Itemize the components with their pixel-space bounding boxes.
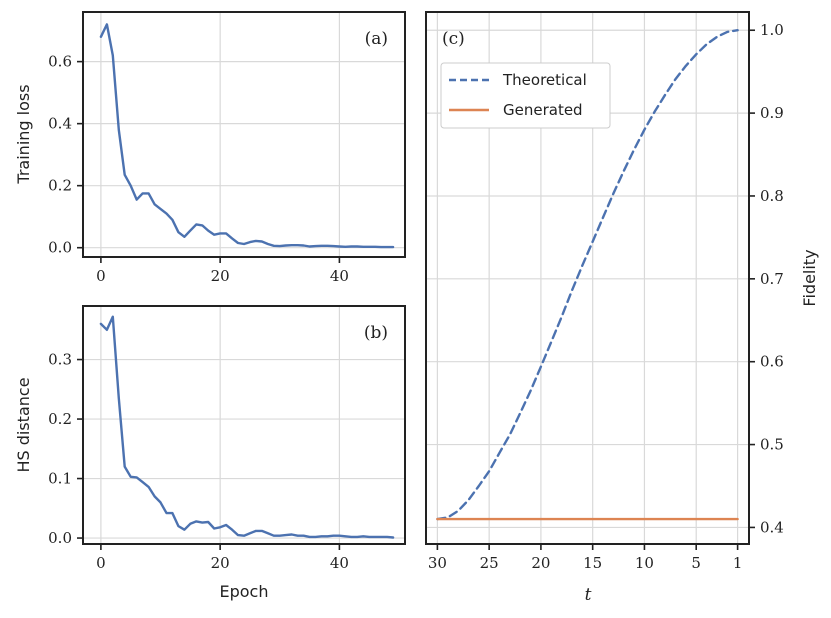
x-tick-label: 30 xyxy=(428,554,447,572)
panel-b-frame xyxy=(82,305,406,545)
x-tick-label: 25 xyxy=(480,554,499,572)
y-tick-label: 0.9 xyxy=(760,104,784,122)
panel-b: 0 20 40 0.0 0.1 0.2 0.3 (b) HS distance Epoch xyxy=(14,305,406,601)
panel-c-ticks: 30 25 20 15 10 5 1 0.4 0.5 0.6 0.7 0.8 0.9 1.0 xyxy=(428,21,784,572)
series-line-panel-a xyxy=(99,23,395,249)
y-tick-label: 0.2 xyxy=(48,410,72,428)
panel-a-ticks: 0 20 40 0.0 0.2 0.4 0.6 xyxy=(48,53,349,285)
panel-c-xlabel: t xyxy=(585,585,592,605)
x-tick-label: 40 xyxy=(330,267,349,285)
y-tick-label: 0.6 xyxy=(760,353,784,371)
legend-label-theoretical: Theoretical xyxy=(502,71,587,89)
panel-b-lines xyxy=(99,315,395,539)
panel-c-frame xyxy=(425,11,750,545)
y-tick-label: 1.0 xyxy=(760,21,784,39)
panel-c-tag: (c) xyxy=(442,29,465,49)
y-tick-label: 0.1 xyxy=(48,470,72,488)
x-tick-label: 10 xyxy=(635,554,654,572)
panel-b-xlabel: Epoch xyxy=(220,582,269,601)
y-tick-label: 0.6 xyxy=(48,53,72,71)
panel-b-ylabel: HS distance xyxy=(14,377,33,472)
legend: Theoretical Generated xyxy=(440,62,611,129)
panel-a-lines xyxy=(99,23,395,249)
x-tick-label: 20 xyxy=(211,267,230,285)
panel-c-ylabel: Fidelity xyxy=(800,249,819,306)
x-tick-label: 0 xyxy=(96,267,106,285)
y-tick-label: 0.4 xyxy=(760,518,784,536)
y-tick-label: 0.0 xyxy=(48,529,72,547)
panel-b-grid xyxy=(83,306,405,544)
y-tick-label: 0.4 xyxy=(48,115,72,133)
x-tick-label: 1 xyxy=(733,554,743,572)
y-tick-label: 0.5 xyxy=(760,436,784,454)
series-line-panel-b xyxy=(99,315,395,539)
panel-c-lines xyxy=(436,29,739,521)
panel-a: 0 20 40 0.0 0.2 0.4 0.6 (a) Training loss xyxy=(14,11,406,285)
panel-b-tag: (b) xyxy=(364,323,388,343)
panel-a-frame xyxy=(82,11,406,258)
legend-label-generated: Generated xyxy=(503,101,583,119)
x-tick-label: 20 xyxy=(211,554,230,572)
y-tick-label: 0.7 xyxy=(760,270,784,288)
panel-a-tag: (a) xyxy=(365,29,388,49)
y-tick-label: 0.0 xyxy=(48,239,72,257)
y-tick-label: 0.3 xyxy=(48,351,72,369)
y-tick-label: 0.8 xyxy=(760,187,784,205)
series-line-theoretical xyxy=(436,29,739,521)
x-tick-label: 15 xyxy=(583,554,602,572)
panel-a-grid xyxy=(83,12,405,257)
x-tick-label: 20 xyxy=(531,554,550,572)
x-tick-label: 0 xyxy=(96,554,106,572)
y-tick-label: 0.2 xyxy=(48,177,72,195)
panel-b-ticks: 0 20 40 0.0 0.1 0.2 0.3 xyxy=(48,351,349,572)
x-tick-label: 5 xyxy=(691,554,701,572)
panel-a-ylabel: Training loss xyxy=(14,84,33,184)
panel-c: 30 25 20 15 10 5 1 0.4 0.5 0.6 0.7 0.8 0.9 1.0 (c) Fi… xyxy=(425,11,819,605)
x-tick-label: 40 xyxy=(330,554,349,572)
